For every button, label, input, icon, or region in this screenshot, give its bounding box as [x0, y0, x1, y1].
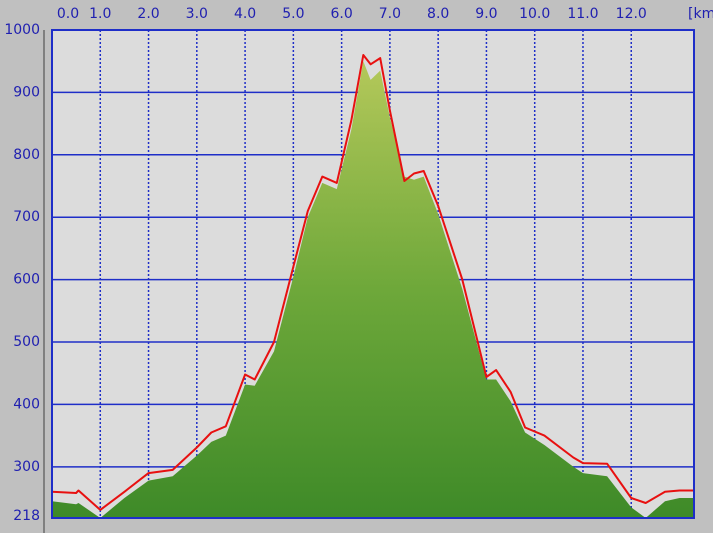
- x-tick-label: 12.0: [616, 6, 647, 22]
- x-tick-label: 2.0: [137, 6, 159, 22]
- y-tick-label: 800: [13, 147, 40, 163]
- marks: [51, 54, 694, 518]
- x-tick-label: 7.0: [379, 6, 401, 22]
- x-tick-label: 1.0: [89, 6, 111, 22]
- x-tick-label: 11.0: [567, 6, 598, 22]
- y-tick-label: 900: [13, 84, 40, 100]
- y-tick-label: 1000: [4, 22, 40, 38]
- x-tick-label: 4.0: [234, 6, 256, 22]
- grid: [52, 30, 694, 518]
- terrain-area: [52, 61, 694, 518]
- y-tick-label: 300: [13, 459, 40, 475]
- x-tick-label: 0.0: [57, 6, 79, 22]
- track-line: [51, 54, 694, 511]
- x-tick-label: 5.0: [282, 6, 304, 22]
- x-tick-label: 8.0: [427, 6, 449, 22]
- y-tick-label: 700: [13, 209, 40, 225]
- x-tick-label: 10.0: [519, 6, 550, 22]
- x-tick-label: 6.0: [330, 6, 352, 22]
- y-tick-label: 218: [13, 508, 40, 524]
- y-tick-label: 600: [13, 272, 40, 288]
- x-tick-label: 9.0: [475, 6, 497, 22]
- plot-border: [51, 29, 695, 519]
- y-tick-label: 500: [13, 334, 40, 350]
- x-axis-unit: [km: [688, 6, 713, 22]
- x-tick-label: 3.0: [186, 6, 208, 22]
- y-tick-label: 400: [13, 396, 40, 412]
